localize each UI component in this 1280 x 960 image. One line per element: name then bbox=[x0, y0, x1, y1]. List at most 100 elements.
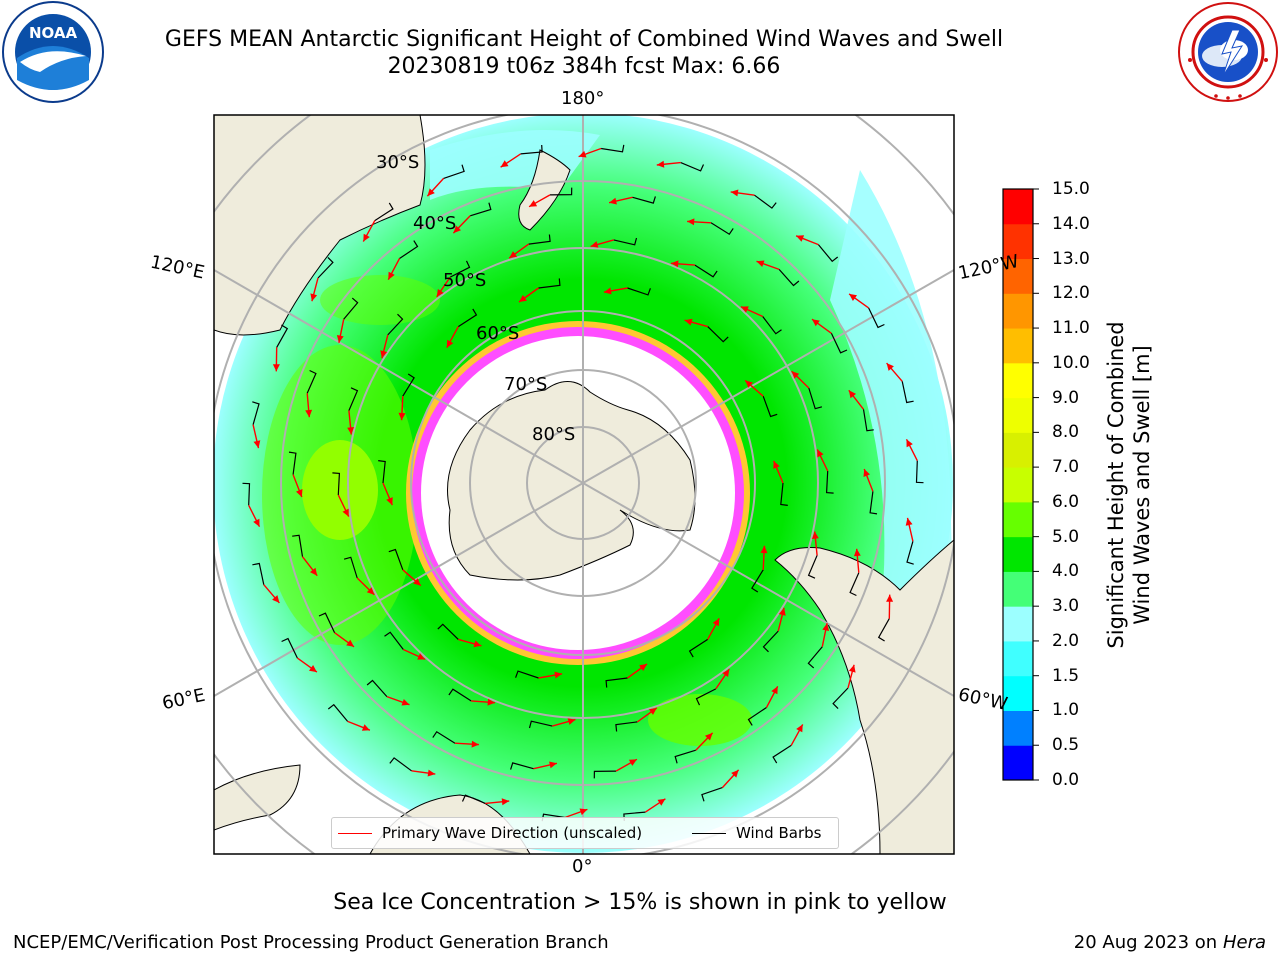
wind-barb bbox=[457, 308, 478, 328]
lat-label-60s: 60°S bbox=[476, 323, 520, 344]
wave-arrow-head bbox=[791, 371, 800, 379]
wave-arrow-head bbox=[347, 427, 355, 435]
wind-barb bbox=[762, 630, 779, 653]
wave-arrow-head bbox=[446, 339, 454, 348]
wave-arrow-head bbox=[427, 188, 435, 197]
wave-arrow-head bbox=[305, 409, 313, 418]
wind-barb bbox=[520, 144, 543, 155]
wave-arrow-head bbox=[771, 686, 778, 695]
lat-label-50s: 50°S bbox=[443, 270, 487, 291]
wind-barb bbox=[510, 762, 534, 770]
wind-barb bbox=[281, 637, 298, 659]
colorbar-bin bbox=[1003, 467, 1033, 503]
legend-black-line-icon bbox=[692, 833, 726, 834]
wave-arrow-head bbox=[529, 200, 538, 207]
lat-label-40s: 40°S bbox=[413, 213, 457, 234]
wind-barb bbox=[399, 240, 419, 259]
wind-barb bbox=[869, 491, 878, 515]
colorbar-tick-label: 8.0 bbox=[1052, 422, 1080, 443]
wind-barb bbox=[605, 677, 628, 688]
wave-arrow-head bbox=[336, 335, 344, 343]
wave-arrow-head bbox=[436, 289, 444, 297]
wind-barb bbox=[318, 612, 336, 633]
wind-barb bbox=[378, 460, 386, 484]
wind-barb bbox=[292, 534, 304, 557]
wind-barb bbox=[807, 555, 818, 579]
land-south-america bbox=[774, 539, 954, 854]
wind-barb bbox=[343, 556, 358, 579]
colorbar-bin bbox=[1003, 362, 1033, 399]
colorbar-border bbox=[1002, 188, 1034, 781]
colorbar-bin bbox=[1003, 571, 1033, 607]
wave-arrow-head bbox=[363, 233, 370, 242]
chart-title: GEFS MEAN Antarctic Significant Height o… bbox=[164, 27, 1004, 52]
wave-arrow-head bbox=[684, 318, 693, 326]
vector-layer bbox=[242, 144, 924, 822]
colorbar-tick-label: 9.0 bbox=[1052, 387, 1080, 408]
noaa-wordmark: NOAA bbox=[29, 24, 78, 42]
wind-barb bbox=[432, 730, 456, 744]
wave-arrow-head bbox=[603, 287, 612, 295]
land-new-zealand bbox=[518, 149, 571, 231]
wave-arrow-head bbox=[398, 412, 406, 421]
wave-arrow-head bbox=[519, 295, 527, 302]
wind-barb bbox=[528, 234, 551, 245]
wind-barb bbox=[680, 162, 705, 172]
wave-arrow-head bbox=[628, 759, 637, 766]
wave-arrow-head bbox=[886, 363, 894, 371]
colorbar-tick-label: 2.0 bbox=[1052, 630, 1080, 651]
wind-barb bbox=[877, 618, 890, 642]
colorbar-bin bbox=[1003, 223, 1033, 260]
wave-arrow-head bbox=[731, 769, 739, 778]
wave-arrow-head bbox=[509, 251, 518, 259]
colorbar-bin bbox=[1003, 258, 1033, 294]
wave-arrow-head bbox=[812, 319, 820, 327]
wave-arrow-head bbox=[906, 439, 913, 448]
wave-arrow-head bbox=[309, 665, 317, 673]
wave-arrow-head bbox=[722, 669, 730, 677]
colorbar-bin bbox=[1003, 189, 1033, 225]
wave-arrow-head bbox=[817, 449, 824, 458]
wave-arrow-head bbox=[745, 380, 753, 388]
wave-arrow-head bbox=[756, 260, 765, 267]
wind-barb bbox=[252, 562, 265, 585]
wind-barb bbox=[674, 749, 696, 764]
wave-arrow-head bbox=[578, 150, 587, 158]
wave-arrow-head bbox=[796, 235, 805, 242]
colorbar-tick-label: 3.0 bbox=[1052, 596, 1080, 617]
wave-arrow-head bbox=[473, 640, 482, 648]
wave-arrow-head bbox=[253, 440, 261, 449]
wind-barb bbox=[252, 401, 260, 425]
map-border bbox=[213, 114, 955, 855]
wave-arrow-head bbox=[796, 724, 803, 733]
wind-barb bbox=[448, 688, 472, 702]
wave-arrow-head bbox=[296, 489, 303, 497]
wave-arrow-head bbox=[453, 225, 461, 234]
wind-barb bbox=[868, 307, 885, 329]
wave-arrow-head bbox=[639, 664, 647, 671]
wind-barb bbox=[762, 395, 778, 418]
wind-barb bbox=[449, 260, 471, 278]
colorbar-bin bbox=[1003, 710, 1033, 746]
wind-barb bbox=[374, 202, 394, 222]
wind-barb bbox=[402, 373, 415, 397]
nws-logo bbox=[1178, 2, 1278, 102]
colorbar-tick-label: 1.5 bbox=[1052, 665, 1080, 686]
wind-barb bbox=[317, 256, 334, 279]
wave-arrow-head bbox=[346, 639, 354, 647]
colorbar-tick-label: 11.0 bbox=[1052, 318, 1090, 339]
wave-arrow-head bbox=[740, 306, 749, 313]
wind-barb bbox=[825, 470, 834, 494]
wave-arrow-head bbox=[487, 698, 495, 706]
colorbar-tick-label: 7.0 bbox=[1052, 457, 1080, 478]
wave-arrow-head bbox=[366, 587, 375, 595]
wind-barb bbox=[470, 202, 492, 217]
wave-arrow-head bbox=[778, 607, 786, 616]
wave-arrow-head bbox=[705, 732, 713, 741]
colorbar-label-line1: Significant Height of Combined bbox=[1104, 321, 1128, 649]
lat-label-30s: 30°S bbox=[376, 152, 420, 173]
colorbar-bin bbox=[1003, 328, 1033, 364]
wind-barb bbox=[461, 794, 486, 804]
wave-arrow-head bbox=[310, 293, 318, 302]
